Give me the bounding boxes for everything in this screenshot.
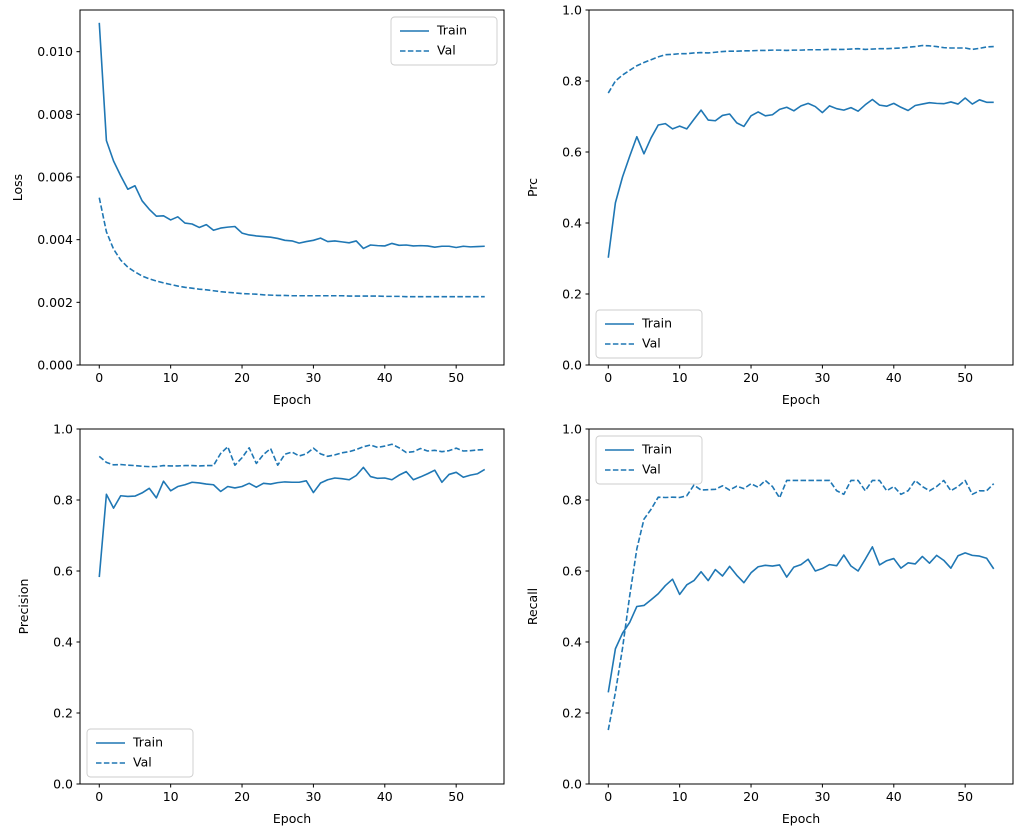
legend-label-val: Val <box>437 43 456 58</box>
x-tick-label: 30 <box>814 370 830 385</box>
y-tick-label: 0.6 <box>53 564 73 579</box>
y-tick-label: 1.0 <box>562 422 582 437</box>
series-line-train <box>98 22 485 250</box>
y-tick-label: 0.002 <box>37 295 73 310</box>
x-tick-label: 10 <box>672 789 688 804</box>
y-tick-label: 1.0 <box>562 3 582 18</box>
legend[interactable]: Train Val <box>595 309 703 359</box>
legend-box <box>86 728 194 778</box>
axes-frame <box>79 9 505 366</box>
series-line-train <box>607 97 994 258</box>
x-tick-label: 30 <box>305 789 321 804</box>
y-tick-label: 0.2 <box>562 706 582 721</box>
x-tick-label: 10 <box>163 370 179 385</box>
y-tick-label: 0.4 <box>53 635 73 650</box>
x-axis-label: Epoch <box>782 392 820 407</box>
x-tick-label: 40 <box>377 370 393 385</box>
y-tick-label: 0.8 <box>562 74 582 89</box>
legend-label-val: Val <box>133 755 152 770</box>
y-axis-label: Recall <box>525 588 540 625</box>
y-tick-label: 0.2 <box>53 706 73 721</box>
y-tick-label: 0.0 <box>562 358 582 373</box>
series-line-val <box>98 197 485 298</box>
y-tick-label: 0.6 <box>562 145 582 160</box>
series-line-val <box>98 443 485 468</box>
panel-loss: 0 10 20 30 40 50 0.000 0.002 0.004 0.006 0.008 0.01… <box>0 0 509 419</box>
x-tick-label: 40 <box>377 789 393 804</box>
y-tick-label: 0.008 <box>37 107 73 122</box>
legend-label-val: Val <box>642 336 661 351</box>
x-tick-label: 20 <box>234 370 250 385</box>
axes-frame <box>588 9 1014 366</box>
chart-precision: 0 10 20 30 40 50 0.0 0.2 0.4 0.6 0.8 1.0 Epoch Precis… <box>16 422 505 826</box>
x-tick-label: 10 <box>163 789 179 804</box>
x-tick-label: 40 <box>886 370 902 385</box>
series-line-train <box>607 546 995 693</box>
legend-box <box>390 16 498 66</box>
legend-label-val: Val <box>642 462 661 477</box>
x-tick-label: 20 <box>234 789 250 804</box>
axes-frame <box>588 428 1014 785</box>
panel-recall: 0 10 20 30 40 50 0.0 0.2 0.4 0.6 0.8 1.0 Epoch Recall… <box>509 419 1018 838</box>
y-tick-label: 0.2 <box>562 287 582 302</box>
y-tick-label: 1.0 <box>53 422 73 437</box>
x-tick-label: 0 <box>604 789 612 804</box>
y-tick-label: 0.010 <box>37 44 73 59</box>
x-axis-label: Epoch <box>273 392 311 407</box>
x-tick-label: 0 <box>95 789 103 804</box>
legend[interactable]: Train Val <box>86 728 194 778</box>
legend-label-train: Train <box>641 442 672 457</box>
legend-label-train: Train <box>132 735 163 750</box>
legend[interactable]: Train Val <box>595 435 703 485</box>
x-axis-label: Epoch <box>273 811 311 826</box>
y-axis-label: Prc <box>525 178 540 197</box>
series-line-train <box>98 466 486 578</box>
x-tick-label: 20 <box>743 789 759 804</box>
x-tick-label: 50 <box>957 370 973 385</box>
y-axis-label: Precision <box>16 579 31 635</box>
x-tick-label: 50 <box>448 789 464 804</box>
legend-label-train: Train <box>436 23 467 38</box>
axes-frame <box>79 428 505 785</box>
legend-box <box>595 435 703 485</box>
x-axis-label: Epoch <box>782 811 820 826</box>
x-tick-label: 0 <box>95 370 103 385</box>
y-tick-label: 0.0 <box>562 777 582 792</box>
y-tick-label: 0.006 <box>37 170 73 185</box>
panel-prc: 0 10 20 30 40 50 0.0 0.2 0.4 0.6 0.8 1.0 Epoch Prc Tra… <box>509 0 1018 419</box>
x-tick-label: 50 <box>957 789 973 804</box>
chart-recall: 0 10 20 30 40 50 0.0 0.2 0.4 0.6 0.8 1.0 Epoch Recall… <box>525 422 1014 826</box>
y-tick-label: 0.004 <box>37 232 73 247</box>
x-tick-label: 20 <box>743 370 759 385</box>
y-tick-label: 0.6 <box>562 564 582 579</box>
y-tick-label: 0.4 <box>562 635 582 650</box>
legend-box <box>595 309 703 359</box>
x-tick-label: 30 <box>814 789 830 804</box>
y-tick-label: 0.000 <box>37 358 73 373</box>
series-line-val <box>607 44 994 94</box>
legend[interactable]: Train Val <box>390 16 498 66</box>
chart-prc: 0 10 20 30 40 50 0.0 0.2 0.4 0.6 0.8 1.0 Epoch Prc Tra… <box>525 3 1014 407</box>
series-line-val <box>607 479 995 731</box>
y-tick-label: 0.0 <box>53 777 73 792</box>
y-tick-label: 0.4 <box>562 216 582 231</box>
legend-label-train: Train <box>641 316 672 331</box>
x-tick-label: 40 <box>886 789 902 804</box>
y-tick-label: 0.8 <box>562 493 582 508</box>
x-tick-label: 30 <box>305 370 321 385</box>
chart-loss: 0 10 20 30 40 50 0.000 0.002 0.004 0.006 0.008 0.01… <box>10 9 505 407</box>
panel-precision: 0 10 20 30 40 50 0.0 0.2 0.4 0.6 0.8 1.0 Epoch Precis… <box>0 419 509 838</box>
y-tick-label: 0.8 <box>53 493 73 508</box>
x-tick-label: 10 <box>672 370 688 385</box>
x-tick-label: 0 <box>604 370 612 385</box>
y-axis-label: Loss <box>10 174 25 201</box>
x-tick-label: 50 <box>448 370 464 385</box>
